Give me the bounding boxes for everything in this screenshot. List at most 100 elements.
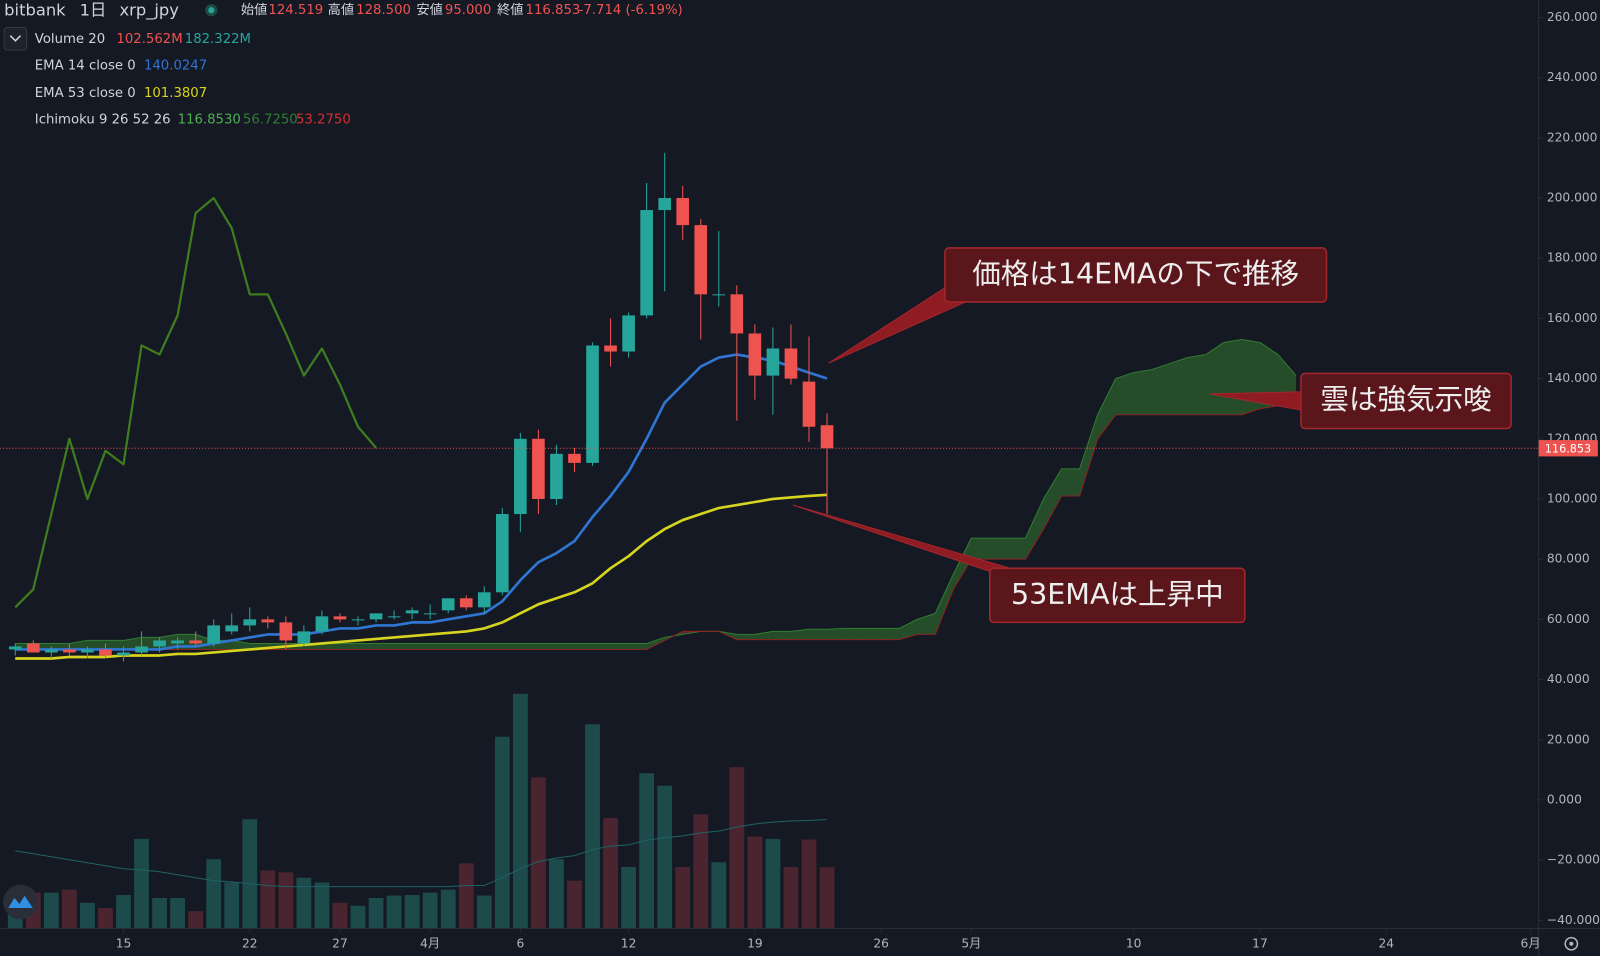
cloud-segment [87, 640, 106, 650]
legend: bitbank 1日 xrp_jpy 始値 124.519 高値 128.500… [3, 1, 683, 127]
annotation-text: 雲は強気示唆 [1320, 382, 1491, 416]
cloud-segment [321, 643, 340, 650]
settings-icon[interactable] [1564, 936, 1579, 951]
cloud-segment [358, 643, 377, 650]
cloud-segment [574, 643, 593, 650]
candle-body [568, 453, 581, 463]
collapse-button[interactable] [3, 27, 28, 51]
volume-bar [368, 897, 384, 929]
candle-body [387, 616, 401, 618]
lagging-value: 116.8530 [178, 112, 241, 127]
cloud-segment [899, 619, 918, 640]
candle-body [243, 619, 257, 626]
volume-bar [765, 838, 781, 929]
annotation-box [989, 567, 1246, 624]
span-b-value: 53.2750 [296, 112, 351, 127]
candle-body [622, 315, 635, 352]
cloud-segment [1205, 342, 1224, 415]
volume-ma-line [15, 819, 828, 888]
cloud-segment [1097, 378, 1116, 439]
candle-body [496, 514, 509, 593]
cloud-segment [971, 538, 990, 560]
volume-bar [494, 736, 510, 929]
cloud-segment [556, 643, 575, 650]
candle-body [207, 625, 221, 644]
cloud-segment [520, 643, 539, 650]
candle-body [153, 640, 166, 647]
y-tick-label: −20.000 [1547, 853, 1600, 867]
candle-body [369, 613, 383, 620]
close-label: 終値 [497, 2, 524, 18]
cloud-segment [538, 643, 557, 650]
cloud-segment [51, 643, 70, 650]
cloud-segment [1187, 354, 1206, 415]
logo[interactable] [3, 884, 38, 920]
y-tick-label: 160.000 [1547, 311, 1598, 325]
x-tick-label: 10 [1126, 936, 1142, 950]
volume-bar [603, 817, 618, 929]
cloud-segment [1223, 339, 1242, 415]
volume-bar [296, 877, 312, 929]
last-price-label: 116.853 [1545, 442, 1591, 455]
low-label: 安値 [416, 2, 443, 18]
last-price-box [1538, 440, 1598, 457]
volume-bar [188, 911, 204, 929]
volume-bar [386, 895, 402, 929]
volume-bar [314, 882, 330, 929]
cloud-segment [827, 628, 846, 640]
candle-body [351, 619, 365, 621]
close-value: 116.853 [526, 3, 581, 18]
volume-bar [98, 908, 113, 929]
cloud-segment [1043, 468, 1062, 530]
cloud-segment [1133, 369, 1152, 415]
cloud-segment [646, 637, 665, 650]
cloud-segment [1151, 363, 1170, 415]
ema53-value: 101.3807 [144, 86, 207, 101]
symbol: xrp_jpy [119, 1, 179, 21]
y-tick-label: 180.000 [1547, 251, 1598, 265]
cloud-segment [592, 643, 611, 650]
exchange: bitbank [4, 1, 66, 20]
volume-bar [531, 777, 546, 929]
volume-bar [549, 859, 564, 929]
candle-body [63, 649, 76, 653]
y-tick-label: 240.000 [1547, 70, 1598, 84]
candle-body [748, 333, 762, 376]
candle-body [225, 625, 239, 632]
candle-body [550, 453, 563, 499]
span-b-line [15, 405, 1297, 650]
cloud-segment [339, 643, 359, 650]
candle-body [405, 610, 419, 614]
cloud-segment [1241, 339, 1260, 415]
cloud-segment [430, 643, 449, 650]
cloud-segment [881, 628, 900, 640]
volume-bar [819, 867, 835, 929]
cloud-segment [1061, 468, 1080, 496]
candle-body [712, 294, 726, 296]
cloud-segment [376, 643, 395, 650]
candle-body [658, 198, 671, 211]
cloud-segment [845, 628, 864, 640]
cloud-segment [953, 538, 972, 590]
cloud-segment [448, 643, 467, 650]
volume-bar [152, 897, 167, 929]
y-tick-label: 100.000 [1547, 491, 1598, 505]
interval: 1日 [80, 1, 107, 20]
candle-body [315, 616, 329, 632]
cloud-segment [1115, 372, 1134, 415]
cloud-segment [989, 538, 1008, 560]
volume-bar [711, 862, 727, 929]
status-dot-core [208, 7, 215, 14]
y-tick-label: 140.000 [1547, 371, 1598, 385]
y-tick-label: 40.000 [1547, 672, 1590, 686]
y-tick-label: 260.000 [1547, 10, 1598, 24]
cloud-segment [772, 631, 791, 640]
annotation-text: 53EMAは上昇中 [1011, 577, 1224, 611]
cloud-segment [736, 634, 755, 640]
candle-body [441, 598, 455, 611]
candle-body [459, 598, 473, 608]
candle-body [333, 616, 347, 620]
